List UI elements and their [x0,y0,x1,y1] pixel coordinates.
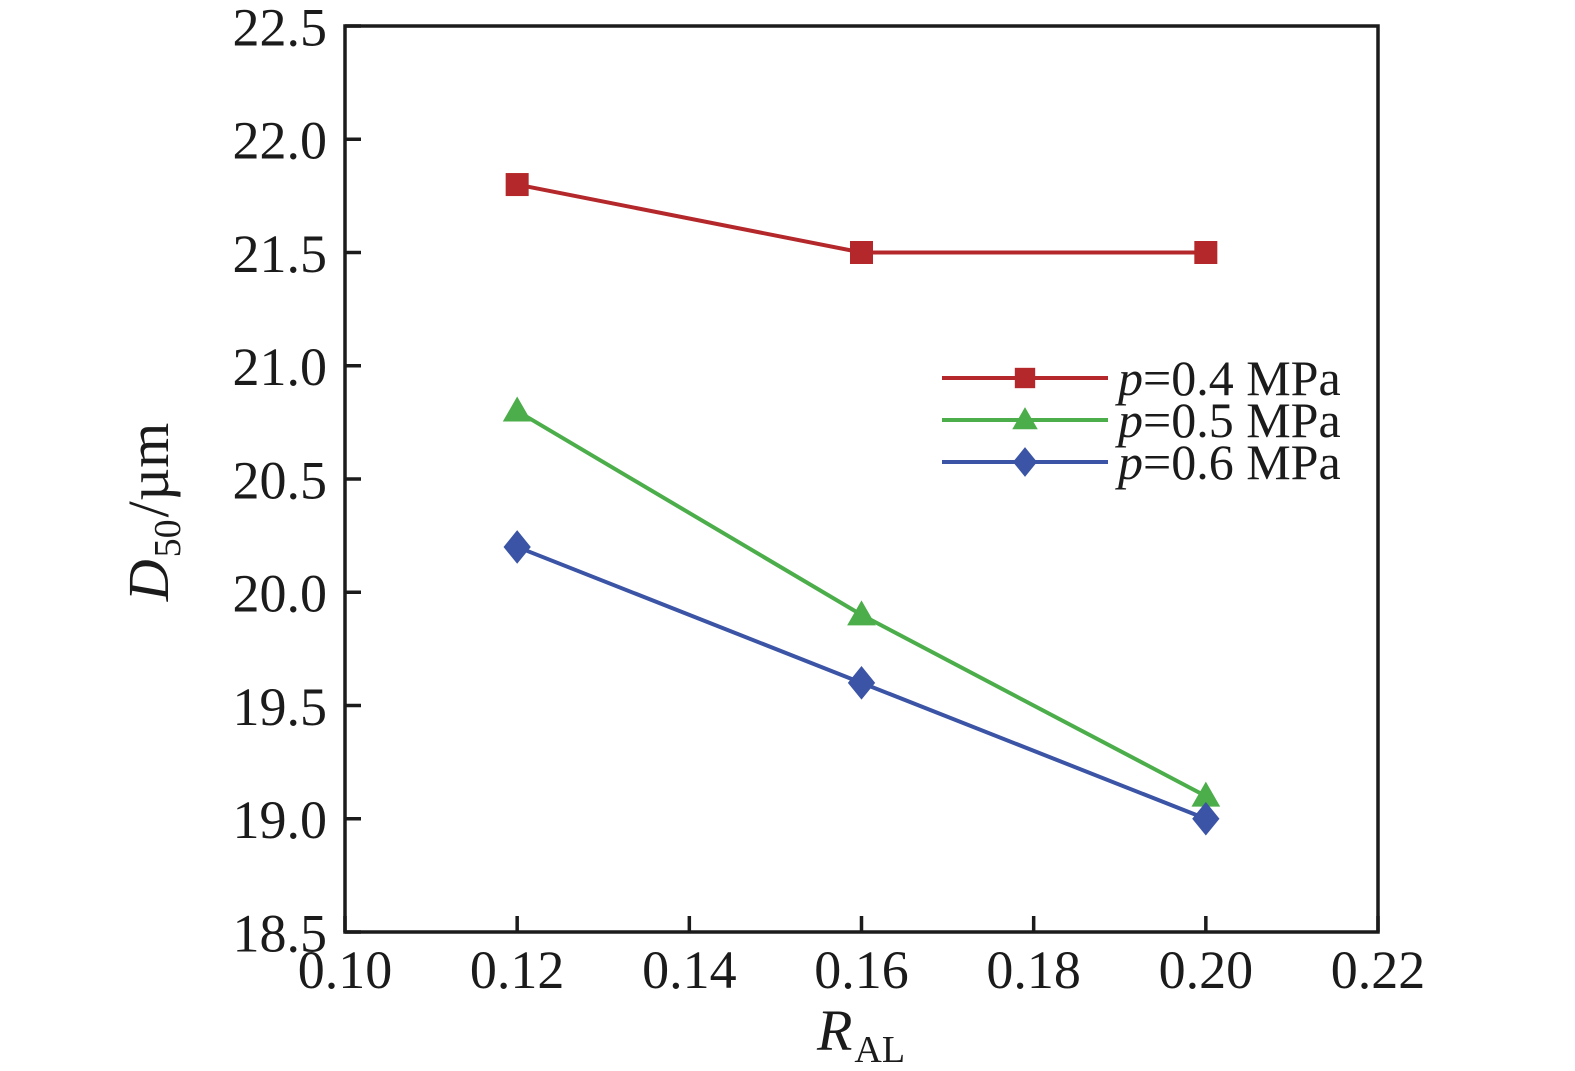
data-point-marker [1194,241,1218,264]
x-tick-label: 0.22 [1331,940,1426,1000]
y-tick-label: 21.5 [233,224,328,284]
legend-label: p=0.6 MPa [1115,434,1341,490]
y-tick-label: 20.5 [233,450,328,510]
x-axis-label: RAL [816,998,905,1071]
y-axis: 18.5 19.0 19.5 20.0 20.5 21.0 21.5 22.0 22.5 [233,0,361,963]
x-tick-label: 0.14 [642,940,737,1000]
y-tick-label: 19.0 [233,790,328,850]
data-point-marker [1192,801,1220,836]
x-tick-label: 0.18 [986,940,1081,1000]
legend-item: p=0.4 MPa [942,350,1341,406]
data-point-marker [502,396,532,422]
y-tick-label: 21.0 [233,337,328,397]
legend-label: p=0.5 MPa [1115,392,1341,448]
y-tick-label: 19.5 [233,677,328,737]
y-tick-label: 18.5 [233,903,328,963]
x-axis: 0.10 0.12 0.14 0.16 0.18 0.20 0.22 [298,916,1426,1000]
legend-item: p=0.6 MPa [942,434,1341,490]
legend-label: p=0.4 MPa [1115,350,1341,406]
series-p-0.5-MPa [502,396,1221,807]
data-point-marker [1012,447,1038,477]
data-point-marker [850,241,873,264]
series-p-0.4-MPa [505,173,1218,264]
data-point-marker [1012,407,1038,430]
y-axis-label: D50/µm [116,423,189,603]
y-tick-label: 20.0 [233,564,328,624]
data-point-marker [505,173,529,197]
x-tick-label: 0.12 [470,940,565,1000]
plot-frame [343,24,1380,934]
data-point-marker [503,530,531,564]
x-tick-label: 0.20 [1159,940,1254,1000]
data-point-marker [847,666,876,700]
y-tick-label: 22.0 [233,111,328,171]
series-p-0.6-MPa [503,530,1220,836]
data-point-marker [1014,367,1036,389]
x-tick-label: 0.16 [814,940,909,1000]
x-tick-label: 0.10 [298,940,393,1000]
y-tick-label: 22.5 [233,0,328,57]
data-point-marker [847,600,876,626]
legend-item: p=0.5 MPa [942,392,1341,448]
